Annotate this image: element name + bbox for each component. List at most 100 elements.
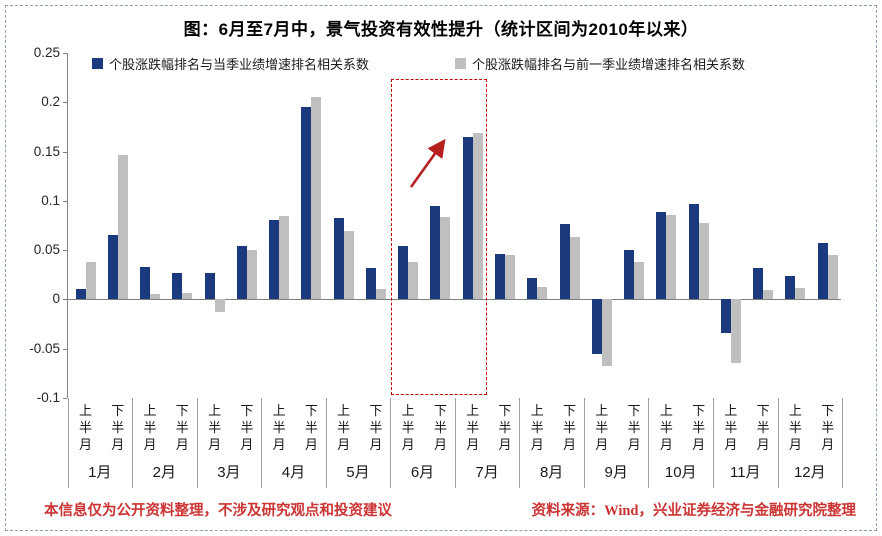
- x-axis-month-label: 5月: [346, 464, 370, 481]
- x-axis-half-month-label: 上半月: [78, 403, 92, 452]
- bar-current-12月下半月: [817, 243, 828, 300]
- month-divider: [583, 398, 585, 488]
- bar-current-9月上半月: [591, 299, 602, 354]
- x-axis-half-month-label: 下半月: [240, 403, 254, 452]
- bar-prev-10月下半月: [698, 222, 709, 300]
- y-axis-tick-label: 0.05: [33, 242, 60, 258]
- bar-current-6月上半月: [398, 246, 409, 300]
- bar-prev-1月下半月: [117, 154, 128, 300]
- bar-current-1月上半月: [75, 288, 86, 300]
- y-axis-tick: [63, 250, 67, 252]
- data-source-text: 资料来源：Wind，兴业证券经济与金融研究院整理: [531, 503, 856, 519]
- bar-prev-1月上半月: [85, 261, 96, 300]
- bar-current-2月上半月: [140, 266, 151, 300]
- bar-prev-3月上半月: [214, 299, 225, 313]
- y-axis-tick-label: 0.15: [33, 143, 60, 159]
- x-axis-half-month-label: 下半月: [692, 403, 706, 452]
- y-axis-tick-label: -0.1: [36, 390, 60, 405]
- x-axis-month-label: 9月: [604, 464, 628, 481]
- bar-prev-11月下半月: [763, 289, 774, 300]
- bar-prev-2月下半月: [182, 292, 193, 300]
- x-axis-half-month-label: 下半月: [433, 403, 447, 452]
- x-axis-month-label: 10月: [664, 464, 697, 481]
- bar-current-10月上半月: [656, 211, 667, 300]
- bar-prev-6月上半月: [408, 261, 419, 300]
- bar-current-11月上半月: [720, 299, 731, 333]
- bar-prev-9月上半月: [601, 299, 612, 367]
- bar-current-1月下半月: [107, 235, 118, 300]
- x-axis-half-month-label: 下半月: [304, 403, 318, 452]
- month-divider: [519, 398, 521, 488]
- y-axis-tick: [63, 348, 67, 350]
- x-axis-month-label: 4月: [281, 464, 306, 481]
- bar-current-3月下半月: [236, 246, 247, 300]
- bar-prev-7月下半月: [505, 255, 515, 300]
- bar-prev-3月下半月: [246, 250, 257, 300]
- y-axis-tick: [63, 151, 67, 153]
- bar-current-5月下半月: [365, 267, 376, 300]
- y-axis-tick-label: -0.05: [29, 340, 60, 356]
- month-divider: [713, 398, 714, 488]
- bar-prev-10月上半月: [666, 214, 677, 300]
- bar-current-7月下半月: [495, 254, 505, 300]
- x-axis-half-month-label: 下半月: [756, 403, 770, 452]
- x-axis-month-label: 6月: [410, 464, 435, 481]
- x-axis-half-month-label: 下半月: [821, 403, 835, 452]
- x-axis-half-month-label: 上半月: [466, 403, 480, 452]
- x-axis-half-month-label: 下半月: [175, 403, 189, 452]
- x-axis-month-label: 7月: [475, 464, 499, 481]
- bar-prev-5月下半月: [375, 288, 386, 300]
- legend-item-previous-quarter: 个股涨跌幅排名与前一季业绩增速排名相关系数: [455, 54, 745, 73]
- x-axis-half-month-label: 上半月: [401, 403, 415, 452]
- bar-prev-12月上半月: [795, 287, 806, 300]
- bar-current-4月上半月: [269, 219, 280, 300]
- month-divider: [67, 398, 69, 488]
- month-divider: [261, 398, 263, 488]
- x-axis-month-label: 8月: [539, 464, 564, 481]
- x-axis-month-label: 1月: [88, 464, 112, 481]
- outer-dashed-frame: [5, 5, 877, 531]
- y-axis-tick-label: 0: [52, 291, 60, 307]
- x-axis-half-month-label: 下半月: [563, 403, 577, 452]
- y-axis-tick: [63, 200, 67, 202]
- month-divider: [325, 398, 327, 488]
- x-axis-half-month-label: 上半月: [272, 403, 286, 452]
- x-axis-month-label: 11月: [729, 464, 761, 481]
- legend-label-current-quarter: 个股涨跌幅排名与当季业绩增速排名相关系数: [109, 57, 370, 72]
- x-axis-half-month-label: 下半月: [498, 403, 512, 452]
- x-axis-half-month-label: 上半月: [208, 403, 222, 452]
- x-axis-half-month-label: 上半月: [788, 403, 802, 452]
- month-divider: [842, 398, 844, 488]
- x-axis-half-month-label: 上半月: [724, 403, 738, 452]
- bar-prev-12月下半月: [827, 255, 838, 300]
- x-axis-month-label: 12月: [793, 464, 826, 481]
- x-axis-half-month-label: 下半月: [627, 403, 641, 452]
- y-axis-tick: [63, 102, 67, 104]
- y-axis-tick-label: 0.2: [41, 94, 60, 110]
- bar-current-2月下半月: [172, 272, 183, 300]
- bar-current-6月下半月: [430, 205, 441, 300]
- x-axis-half-month-label: 上半月: [337, 403, 351, 452]
- y-axis-tick: [63, 299, 67, 301]
- legend-item-current-quarter: 个股涨跌幅排名与当季业绩增速排名相关系数: [92, 54, 369, 73]
- legend-swatch-current-quarter-icon: [92, 58, 103, 69]
- y-axis-line: [67, 53, 68, 398]
- zero-baseline: [67, 298, 841, 300]
- month-divider: [777, 398, 779, 488]
- month-divider: [196, 398, 198, 488]
- chart-title: 图：6月至7月中，景气投资有效性提升（统计区间为2010年以来）: [183, 20, 699, 39]
- y-axis-tick-label: 0.1: [41, 192, 60, 208]
- bar-current-11月下半月: [753, 267, 764, 300]
- month-divider: [454, 398, 456, 488]
- x-axis-half-month-label: 上半月: [143, 403, 157, 452]
- month-divider: [390, 398, 392, 488]
- bar-current-10月下半月: [688, 203, 699, 300]
- bar-prev-2月上半月: [150, 293, 161, 300]
- bar-current-8月上半月: [527, 277, 538, 300]
- bar-prev-7月上半月: [472, 132, 483, 300]
- x-axis-month-label: 3月: [217, 464, 241, 481]
- y-axis-tick: [63, 398, 67, 399]
- x-axis-month-label: 2月: [152, 464, 176, 481]
- x-axis-half-month-label: 上半月: [530, 403, 544, 452]
